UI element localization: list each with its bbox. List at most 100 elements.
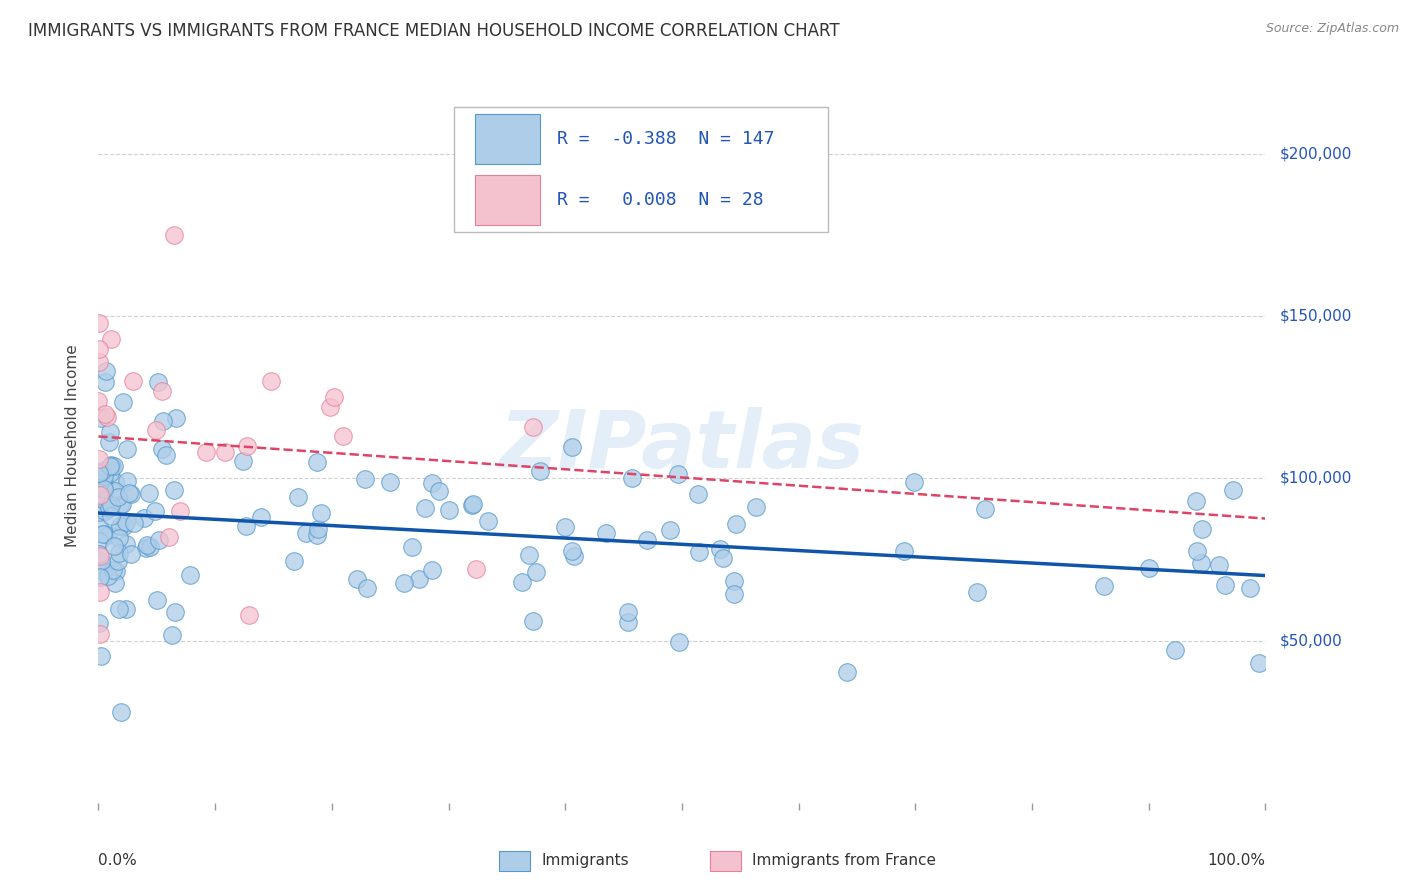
Point xyxy=(90,648,112,663)
Point xyxy=(150,384,173,398)
Point xyxy=(93,375,115,389)
FancyBboxPatch shape xyxy=(454,107,828,232)
Point xyxy=(893,544,915,558)
Point xyxy=(135,541,157,555)
Point xyxy=(93,492,115,507)
Point xyxy=(709,541,731,556)
Point xyxy=(90,464,112,478)
Point xyxy=(111,497,134,511)
Point xyxy=(668,634,690,648)
Point xyxy=(120,548,142,562)
Point xyxy=(94,504,117,518)
Point xyxy=(87,616,110,631)
Point xyxy=(1185,493,1208,508)
Text: $150,000: $150,000 xyxy=(1279,309,1351,324)
Point xyxy=(103,563,125,577)
Point xyxy=(145,593,167,607)
Point xyxy=(98,458,121,473)
Point xyxy=(461,497,484,511)
Point xyxy=(87,452,110,467)
Point xyxy=(464,562,486,576)
Point xyxy=(87,533,110,548)
Point xyxy=(415,501,437,516)
Point xyxy=(120,487,142,501)
Point xyxy=(93,407,115,421)
Point xyxy=(112,519,135,533)
Point xyxy=(354,472,377,486)
Point xyxy=(136,538,159,552)
Point xyxy=(104,475,127,490)
Point xyxy=(100,332,122,346)
Point xyxy=(723,587,745,601)
Point xyxy=(1208,558,1230,573)
Point xyxy=(96,568,118,582)
Point xyxy=(620,470,643,484)
Point xyxy=(89,468,111,483)
Point xyxy=(408,572,430,586)
Point xyxy=(115,474,138,488)
Point xyxy=(522,419,544,434)
Point xyxy=(134,511,156,525)
Point xyxy=(89,520,111,534)
Point xyxy=(616,605,638,619)
Point xyxy=(115,602,138,616)
Point xyxy=(835,665,858,680)
Point xyxy=(101,459,124,474)
Point xyxy=(107,531,129,545)
Point xyxy=(529,464,551,478)
Point xyxy=(420,476,443,491)
Point xyxy=(105,565,128,579)
Point xyxy=(104,575,127,590)
Point xyxy=(162,228,184,243)
Point xyxy=(98,500,121,515)
Point xyxy=(562,549,585,564)
Text: IMMIGRANTS VS IMMIGRANTS FROM FRANCE MEDIAN HOUSEHOLD INCOME CORRELATION CHART: IMMIGRANTS VS IMMIGRANTS FROM FRANCE MED… xyxy=(28,22,839,40)
Text: Source: ZipAtlas.com: Source: ZipAtlas.com xyxy=(1265,22,1399,36)
Point xyxy=(163,605,186,619)
Point xyxy=(93,564,115,578)
Point xyxy=(561,440,583,454)
Point xyxy=(91,526,114,541)
Point xyxy=(522,614,544,628)
Point xyxy=(98,466,121,480)
Text: R =   0.008  N = 28: R = 0.008 N = 28 xyxy=(557,191,763,209)
Point xyxy=(93,469,115,483)
Point xyxy=(238,607,260,622)
Point xyxy=(974,502,997,516)
Point xyxy=(903,475,925,489)
Point xyxy=(595,526,617,541)
Point xyxy=(356,581,378,595)
Point xyxy=(420,562,443,576)
Point xyxy=(93,526,115,541)
Point xyxy=(89,549,111,564)
Point xyxy=(561,544,583,558)
Text: ZIPatlas: ZIPatlas xyxy=(499,407,865,485)
Point xyxy=(100,458,122,473)
Point xyxy=(392,576,415,591)
Point xyxy=(460,498,482,512)
Text: Immigrants from France: Immigrants from France xyxy=(752,854,936,868)
Point xyxy=(107,554,129,568)
Point xyxy=(89,570,111,584)
Point xyxy=(659,523,682,537)
Point xyxy=(307,454,329,468)
Text: 100.0%: 100.0% xyxy=(1208,853,1265,868)
Point xyxy=(232,454,254,468)
Point xyxy=(87,547,110,561)
Point xyxy=(1239,581,1261,595)
Point xyxy=(666,467,689,482)
Point xyxy=(103,459,125,474)
Point xyxy=(636,533,658,547)
Point xyxy=(401,540,423,554)
Point xyxy=(346,572,368,586)
Point xyxy=(309,506,332,520)
Point xyxy=(378,475,401,489)
Point xyxy=(966,584,988,599)
Point xyxy=(97,527,120,541)
Point xyxy=(688,545,710,559)
Point xyxy=(477,514,499,528)
Point xyxy=(307,522,329,536)
Point xyxy=(724,517,747,532)
Point xyxy=(437,503,460,517)
Point xyxy=(163,483,186,497)
